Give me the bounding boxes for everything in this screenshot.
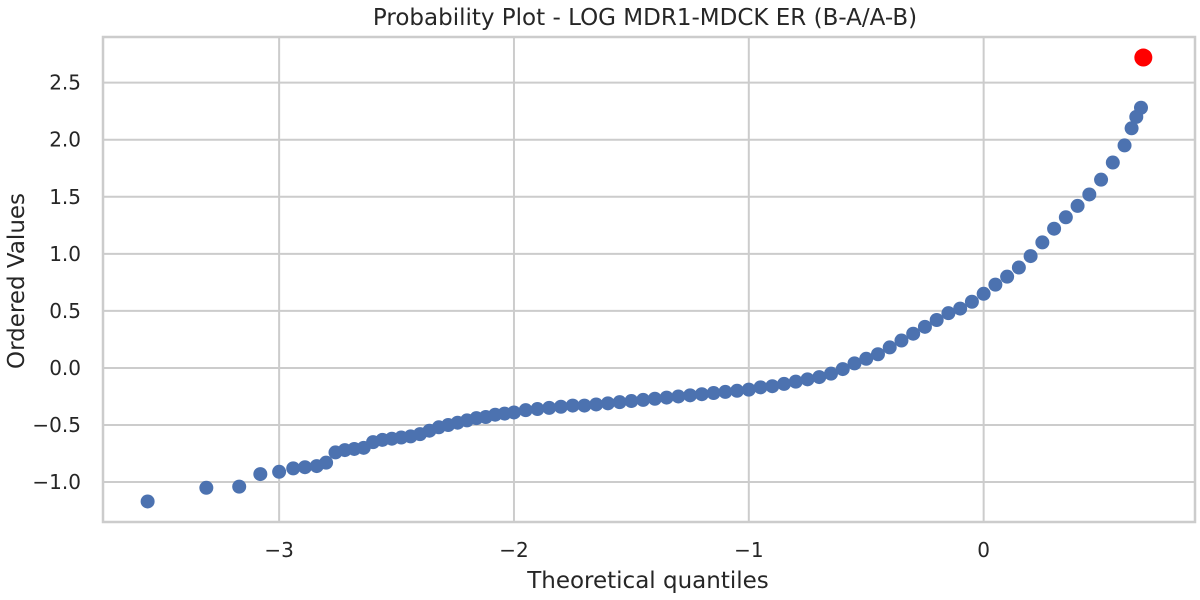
data-point (319, 455, 334, 470)
data-point (835, 362, 850, 377)
data-point (647, 391, 662, 406)
data-point (1133, 100, 1148, 115)
data-point (1000, 269, 1015, 284)
y-tick-label: −1.0 (32, 470, 81, 494)
x-tick-labels: −3 −2 −1 0 (264, 538, 990, 562)
data-point (624, 394, 639, 409)
data-point (824, 366, 838, 381)
y-tick-labels: −1.0 −0.5 0.0 0.5 1.0 1.5 2.0 2.5 (32, 71, 81, 494)
data-point (600, 396, 615, 411)
data-point (659, 390, 674, 405)
data-point (741, 382, 756, 397)
data-point (297, 460, 312, 475)
data-point (917, 319, 932, 334)
data-point (1058, 210, 1073, 225)
data-point (1094, 172, 1109, 187)
data-point (706, 386, 721, 401)
y-tick-label: 0.0 (49, 356, 81, 380)
data-point (683, 388, 698, 403)
data-point (812, 370, 827, 385)
data-point (1082, 187, 1097, 202)
data-point (777, 376, 792, 391)
data-point (542, 400, 557, 415)
data-points (140, 48, 1153, 509)
data-point (976, 286, 991, 301)
data-point (1047, 221, 1062, 236)
data-point (518, 403, 533, 418)
data-point (199, 480, 214, 495)
data-point (565, 398, 580, 413)
data-point (253, 467, 268, 482)
data-point (589, 397, 604, 412)
data-point (988, 277, 1003, 292)
data-point (765, 379, 780, 394)
data-point (1023, 249, 1038, 264)
data-point (882, 340, 897, 355)
data-point (694, 387, 709, 402)
x-axis-label: Theoretical quantiles (526, 568, 769, 594)
data-point (1035, 235, 1050, 250)
data-point (730, 383, 745, 398)
data-point (1070, 198, 1085, 213)
y-tick-label: 1.0 (49, 242, 81, 266)
data-point (1117, 138, 1132, 153)
x-tick-label: −2 (499, 538, 528, 562)
data-point (941, 306, 956, 321)
data-point (906, 326, 921, 341)
data-point (553, 399, 568, 414)
data-point (232, 479, 247, 494)
x-tick-label: 0 (977, 538, 990, 562)
x-tick-label: −1 (734, 538, 763, 562)
data-point (636, 392, 651, 407)
data-point (800, 372, 815, 387)
data-point (272, 464, 287, 479)
data-point (140, 494, 155, 509)
data-point (506, 405, 521, 420)
y-tick-label: 0.5 (49, 299, 81, 323)
data-point (929, 313, 944, 328)
outlier-point (1134, 48, 1153, 67)
data-point (1105, 155, 1120, 170)
data-point (753, 380, 768, 395)
data-point (859, 351, 874, 366)
data-point (612, 395, 627, 410)
data-point (788, 374, 803, 389)
y-tick-label: 1.5 (49, 185, 81, 209)
y-axis-label: Ordered Values (4, 193, 30, 369)
data-point (1011, 260, 1026, 275)
data-point (953, 301, 968, 316)
y-tick-label: 2.5 (49, 71, 81, 95)
y-tick-label: 2.0 (49, 128, 81, 152)
data-point (964, 294, 979, 309)
data-point (847, 356, 862, 371)
data-point (894, 333, 909, 348)
plot-frame (101, 35, 1197, 524)
data-point (718, 384, 733, 399)
data-point (530, 402, 545, 417)
grid (103, 37, 1195, 522)
data-point (671, 389, 686, 404)
y-tick-label: −0.5 (32, 413, 81, 437)
data-point (1124, 121, 1139, 136)
data-point (577, 398, 592, 413)
data-point (870, 347, 885, 362)
chart-title: Probability Plot - LOG MDR1-MDCK ER (B-A… (373, 5, 917, 31)
data-point (286, 461, 301, 476)
x-tick-label: −3 (264, 538, 293, 562)
